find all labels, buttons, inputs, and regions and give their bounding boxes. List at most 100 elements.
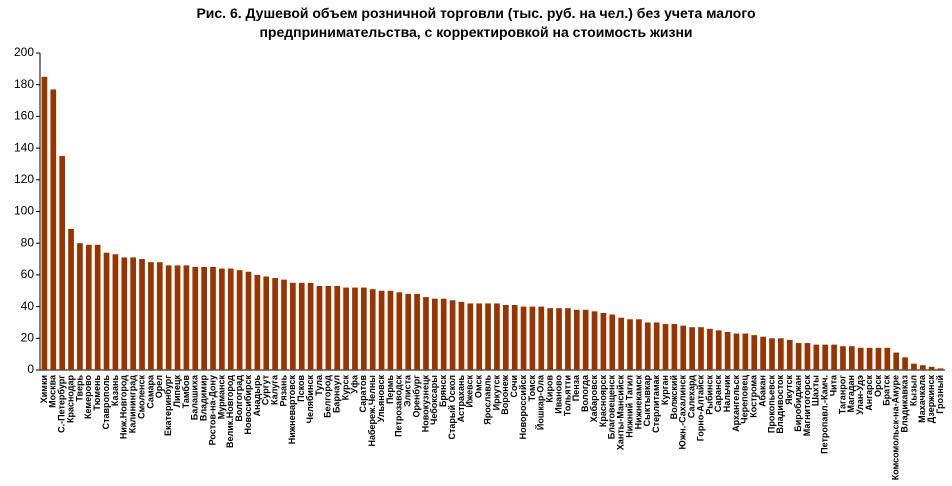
y-tick-label: 200 [14,45,34,59]
bar [139,259,145,370]
x-tick-label: Чебоксары [429,375,439,425]
x-tick-label: Барнаул [332,375,342,413]
x-tick-label: Велик.Новгород [225,375,235,448]
x-tick-label: Ангарск [864,375,874,411]
y-tick-label: 140 [14,140,34,154]
x-tick-label: Челябинск [305,375,315,424]
bar [343,287,349,370]
x-tick-label: Новокузнецк [420,375,430,433]
x-tick-label: Ниж.Новгород [119,375,129,439]
x-tick-label: Казань [110,375,120,407]
y-tick-label: 120 [14,172,34,186]
x-tick-label: Ульяновск [376,375,386,423]
bar [715,330,722,370]
x-tick-label: Оренбург [411,375,421,418]
bar [591,311,598,370]
bar [644,322,651,370]
bar [582,309,589,370]
x-tick-label: Белгород [323,375,333,418]
bar [77,243,83,370]
bar [751,335,758,370]
bar [848,346,855,370]
x-tick-label: Краснодар [65,375,75,424]
x-tick-label: Владивосток [775,375,785,434]
x-tick-label: Москва [48,374,58,408]
x-tick-label: Архангельск [731,375,741,432]
bar [786,339,793,370]
x-tick-label: Стерлитамак [651,375,661,433]
x-tick-label: Чита [828,374,838,396]
bar [547,308,554,370]
bar [192,266,199,370]
x-tick-label: Волжский [669,375,679,419]
x-tick-label: Псков [296,375,306,402]
bar [671,324,678,370]
bar [804,343,811,370]
y-tick-label: 60 [21,267,35,281]
x-tick-label: Прокопьевск [766,375,776,434]
bar [573,309,580,370]
x-tick-label: Магадан [846,375,856,413]
x-tick-label: Хабаровск [589,375,599,423]
bar [565,308,571,370]
bar [556,308,562,370]
bar [405,293,412,370]
bar [414,293,420,370]
x-tick-label: Томск [527,375,537,402]
x-tick-label: Нижнекамск [633,375,643,430]
y-tick-label: 40 [21,299,35,313]
x-tick-label: Саратов [358,375,368,413]
x-tick-label: Пенза [571,374,581,401]
bar [85,244,92,370]
bar [369,289,376,370]
x-tick-label: Комсомольск-на-Амуре [891,375,901,480]
x-tick-label: Кемерово [83,375,93,419]
y-tick-label: 160 [14,109,34,123]
bar [219,268,225,370]
bar [245,271,252,370]
bar [396,292,403,370]
bar [857,347,864,370]
x-tick-label: Астрахань [456,375,466,423]
bar [440,298,447,370]
bar [467,303,474,370]
bar [50,89,57,370]
bar [476,303,483,370]
x-tick-label: Элиста [403,374,413,407]
bar [103,252,110,370]
x-tick-label: Биробиджан [793,375,803,432]
x-tick-label: Грозный [935,375,945,414]
x-tick-label: Волгоград [234,375,244,422]
bar [431,298,438,370]
x-tick-label: Вологда [580,374,590,412]
x-tick-label: Липецк [172,375,182,408]
x-tick-label: Дзержинск [926,375,936,424]
x-tick-label: Череповец [740,375,750,424]
bar [307,282,314,370]
x-tick-label: Новороссийск [518,375,528,440]
x-tick-label: Красноярск [598,375,608,428]
x-tick-label: Химки [39,375,49,403]
bar [733,333,740,370]
x-tick-label: Абакан [757,375,767,407]
x-tick-label: Сургут [261,374,271,405]
y-tick-label: 80 [21,235,35,249]
bar [928,366,935,370]
bar [529,306,536,370]
x-tick-label: Орск [873,375,883,398]
bar [840,346,846,370]
x-tick-label: Новосибирск [243,375,253,435]
x-tick-label: Балашиха [190,374,200,420]
x-tick-label: Петропавл.-Камч. [820,375,830,454]
x-tick-label: Ростов-на-Дону [207,375,217,445]
x-tick-label: Салехард [687,375,697,418]
bar [778,338,784,370]
bar [210,266,216,370]
x-tick-label: Нальчик [722,375,732,413]
x-tick-label: Владимир [199,374,209,421]
x-tick-label: Кызыл [908,375,918,406]
x-tick-label: Екатеринбург [163,375,173,436]
bar [449,300,456,370]
x-tick-label: Брянск [438,375,448,408]
x-tick-label: Ижевск [465,375,475,408]
